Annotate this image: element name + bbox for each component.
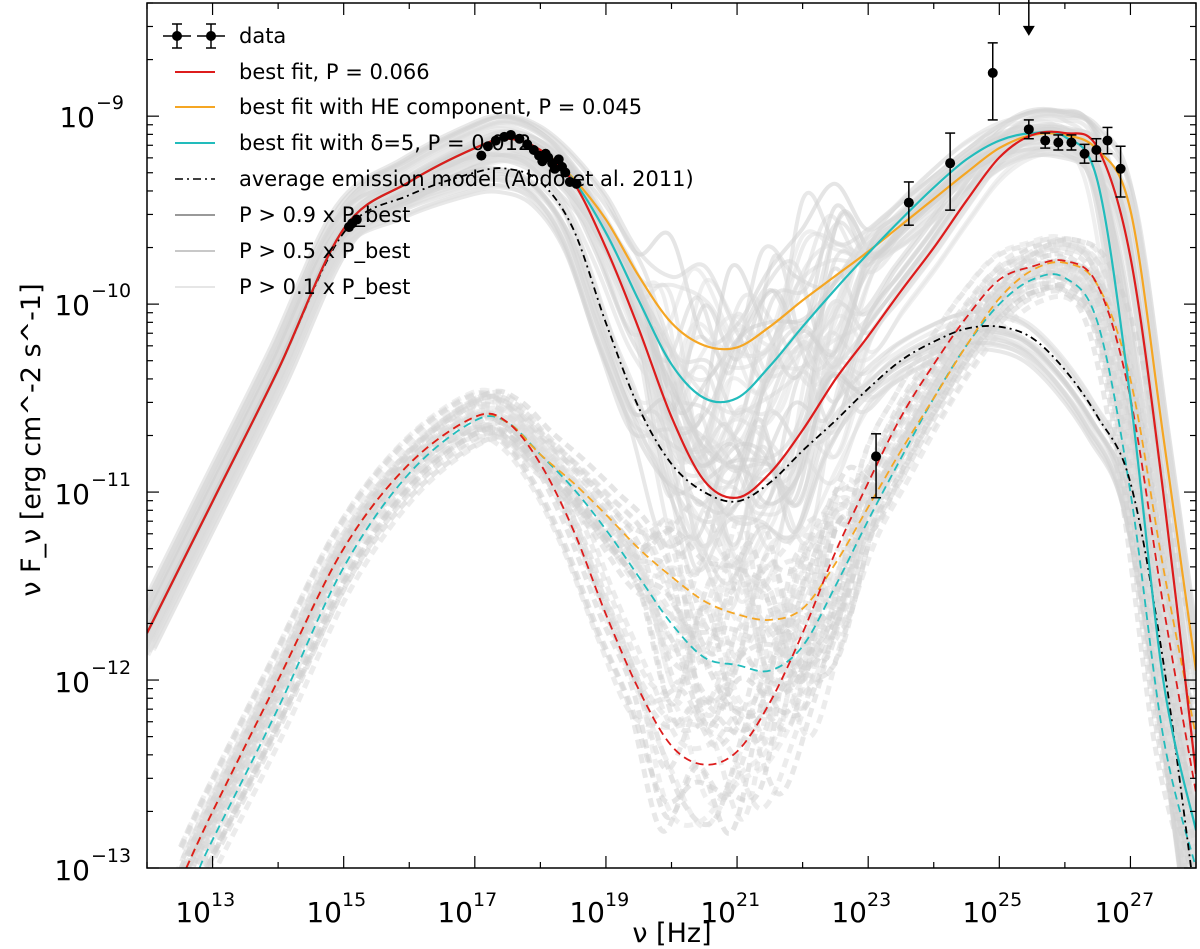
y-axis-label: ν F_ν [erg cm^-2 s^-1] xyxy=(16,283,47,596)
legend-label-p05: P > 0.5 x P_best xyxy=(239,239,410,264)
y-tick-exp: −13 xyxy=(91,845,131,867)
data-point xyxy=(987,42,998,121)
x-tick-exp: 25 xyxy=(998,889,1022,911)
posterior-band-curve xyxy=(213,293,1196,868)
y-tick-label: 10 xyxy=(54,478,90,511)
y-tick-exp: −12 xyxy=(91,657,131,679)
data-point xyxy=(351,214,362,225)
data-point xyxy=(522,139,533,150)
axis-ticks xyxy=(146,2,1197,869)
x-tick-labels: 10 13 10 15 10 17 10 19 10 21 10 23 10 2… xyxy=(175,889,1154,929)
posterior-band-curve xyxy=(147,189,1183,868)
data-point xyxy=(476,150,487,161)
data-points xyxy=(343,0,1126,499)
data-point xyxy=(1066,134,1077,151)
data-point xyxy=(505,129,516,140)
legend-label-p09: P > 0.9 x P_best xyxy=(239,203,410,228)
legend: data best fit, P = 0.066 best fit with H… xyxy=(163,23,694,300)
x-axis-label: ν [Hz] xyxy=(632,918,711,949)
data-point xyxy=(1079,143,1090,164)
y-tick-exp: −11 xyxy=(91,469,131,491)
posterior-band-curve xyxy=(202,284,1196,868)
legend-label-p01: P > 0.1 x P_best xyxy=(239,275,410,300)
x-tick-label: 10 xyxy=(962,896,998,929)
x-tick-label: 10 xyxy=(175,896,211,929)
legend-label-average-model: average emission model (Abdo et al. 2011… xyxy=(239,167,694,191)
data-point xyxy=(482,141,493,152)
x-tick-label: 10 xyxy=(569,896,605,929)
x-tick-exp: 21 xyxy=(736,889,760,911)
data-point xyxy=(571,178,582,189)
data-point xyxy=(903,181,914,226)
model-curves xyxy=(147,130,1196,868)
data-point xyxy=(1023,119,1034,140)
series-line-4 xyxy=(185,259,1196,868)
x-tick-exp: 17 xyxy=(473,889,497,911)
y-tick-label: 10 xyxy=(54,666,90,699)
data-point xyxy=(560,167,571,178)
posterior-band-curve xyxy=(202,251,1196,849)
data-point xyxy=(1115,145,1126,198)
data-point xyxy=(514,133,525,144)
data-point xyxy=(1040,132,1051,149)
data-point xyxy=(1102,126,1113,155)
x-tick-exp: 23 xyxy=(867,889,891,911)
posterior-band-curve xyxy=(184,260,1196,868)
y-tick-exp: −10 xyxy=(91,280,131,302)
posterior-band-curve xyxy=(147,171,1188,868)
data-point xyxy=(871,433,882,499)
posterior-band-curve xyxy=(178,239,1194,849)
x-tick-label: 10 xyxy=(437,896,473,929)
y-tick-label: 10 xyxy=(54,854,90,887)
x-tick-label: 10 xyxy=(700,896,736,929)
x-tick-label: 10 xyxy=(1094,896,1130,929)
x-tick-label: 10 xyxy=(831,896,867,929)
data-point xyxy=(1091,137,1102,163)
x-tick-exp: 27 xyxy=(1130,889,1154,911)
x-tick-label: 10 xyxy=(306,896,342,929)
posterior-band-curve xyxy=(147,136,1188,838)
data-point xyxy=(1053,134,1064,151)
x-tick-exp: 15 xyxy=(342,889,366,911)
data-point xyxy=(553,154,564,165)
series-line-6 xyxy=(198,273,1196,868)
legend-label-delta5: best fit with δ=5, P = 0.012 xyxy=(239,131,531,155)
posterior-band-curve xyxy=(147,152,1188,868)
x-tick-exp: 13 xyxy=(211,889,235,911)
posterior-band-curve xyxy=(202,263,1196,861)
posterior-band-curve xyxy=(195,236,1196,847)
legend-label-he-component: best fit with HE component, P = 0.045 xyxy=(239,95,642,119)
legend-label-data: data xyxy=(239,24,286,48)
y-tick-labels: 10 −9 10 −10 10 −11 10 −12 10 −13 xyxy=(54,92,131,887)
data-point xyxy=(490,135,501,146)
upper-limit-arrow xyxy=(1022,0,1035,36)
legend-swatch-data xyxy=(163,23,225,49)
series-line-0 xyxy=(147,130,1196,775)
y-tick-label: 10 xyxy=(54,289,90,322)
y-tick-label: 10 xyxy=(59,101,95,134)
y-tick-exp: −9 xyxy=(96,92,124,114)
x-tick-exp: 19 xyxy=(605,889,629,911)
legend-label-best-fit: best fit, P = 0.066 xyxy=(239,60,430,84)
posterior-band-curve xyxy=(196,264,1196,862)
posterior-band-curve xyxy=(189,277,1196,868)
posterior-band-curves xyxy=(147,106,1196,868)
data-point xyxy=(945,132,956,211)
